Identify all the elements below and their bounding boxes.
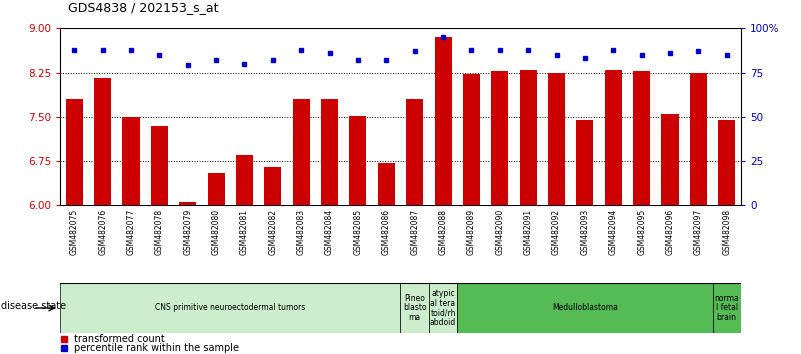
Text: GSM482081: GSM482081 [240, 209, 249, 255]
Text: CNS primitive neuroectodermal tumors: CNS primitive neuroectodermal tumors [155, 303, 305, 313]
Text: GDS4838 / 202153_s_at: GDS4838 / 202153_s_at [68, 1, 219, 14]
Text: GSM482098: GSM482098 [723, 209, 731, 255]
Text: percentile rank within the sample: percentile rank within the sample [74, 343, 239, 353]
Text: GSM482093: GSM482093 [581, 209, 590, 256]
Bar [321, 99, 338, 205]
Text: norma
l fetal
brain: norma l fetal brain [714, 294, 739, 322]
Bar [577, 120, 594, 205]
Bar [548, 73, 565, 205]
Bar [292, 99, 310, 205]
Bar [633, 71, 650, 205]
Bar [207, 173, 224, 205]
Text: GSM482092: GSM482092 [552, 209, 561, 255]
Bar [434, 37, 452, 205]
Bar [123, 117, 139, 205]
Text: GSM482083: GSM482083 [296, 209, 306, 255]
Bar [491, 71, 509, 205]
Bar [349, 116, 366, 205]
Bar [151, 126, 168, 205]
Text: GSM482095: GSM482095 [637, 209, 646, 256]
Text: GSM482079: GSM482079 [183, 209, 192, 256]
Bar [662, 114, 678, 205]
Bar [713, 283, 741, 333]
Text: GSM482085: GSM482085 [353, 209, 362, 255]
Text: GSM482090: GSM482090 [495, 209, 505, 256]
Text: GSM482080: GSM482080 [211, 209, 220, 255]
Text: GSM482078: GSM482078 [155, 209, 164, 255]
Text: GSM482089: GSM482089 [467, 209, 476, 255]
Bar [236, 155, 253, 205]
Text: GSM482082: GSM482082 [268, 209, 277, 255]
Text: GSM482088: GSM482088 [439, 209, 448, 255]
Bar [66, 99, 83, 205]
Text: GSM482086: GSM482086 [382, 209, 391, 255]
Bar [179, 202, 196, 205]
Bar [463, 74, 480, 205]
Text: Medulloblastoma: Medulloblastoma [552, 303, 618, 313]
Bar [718, 120, 735, 205]
Bar [457, 283, 713, 333]
Text: disease state: disease state [1, 301, 66, 310]
Text: GSM482077: GSM482077 [127, 209, 135, 256]
Text: atypic
al tera
toid/rh
abdoid: atypic al tera toid/rh abdoid [430, 289, 457, 327]
Text: GSM482076: GSM482076 [99, 209, 107, 256]
Bar [520, 70, 537, 205]
Text: transformed count: transformed count [74, 334, 165, 344]
Text: GSM482087: GSM482087 [410, 209, 419, 255]
Text: GSM482075: GSM482075 [70, 209, 78, 256]
Bar [429, 283, 457, 333]
Bar [400, 283, 429, 333]
Text: Pineo
blasto
ma: Pineo blasto ma [403, 294, 426, 322]
Text: GSM482084: GSM482084 [325, 209, 334, 255]
Bar [605, 70, 622, 205]
Text: GSM482091: GSM482091 [524, 209, 533, 255]
Bar [95, 79, 111, 205]
Bar [378, 163, 395, 205]
Bar [406, 99, 423, 205]
Bar [690, 73, 706, 205]
Text: GSM482097: GSM482097 [694, 209, 702, 256]
Text: GSM482096: GSM482096 [666, 209, 674, 256]
Text: GSM482094: GSM482094 [609, 209, 618, 256]
Bar [60, 283, 400, 333]
Bar [264, 167, 281, 205]
